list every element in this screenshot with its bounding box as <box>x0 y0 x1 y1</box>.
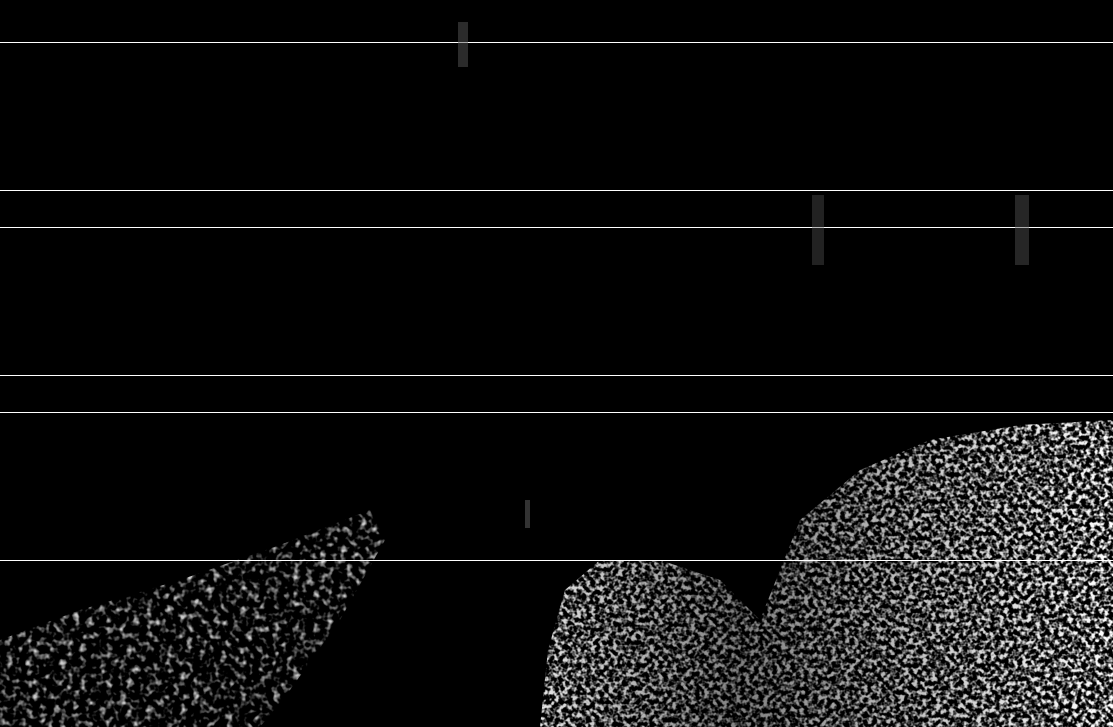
speck <box>1015 195 1029 265</box>
speck <box>525 500 530 528</box>
speck <box>812 195 824 265</box>
speck <box>458 22 468 67</box>
scan-lines <box>0 42 1113 561</box>
faint-specks <box>458 22 1029 528</box>
